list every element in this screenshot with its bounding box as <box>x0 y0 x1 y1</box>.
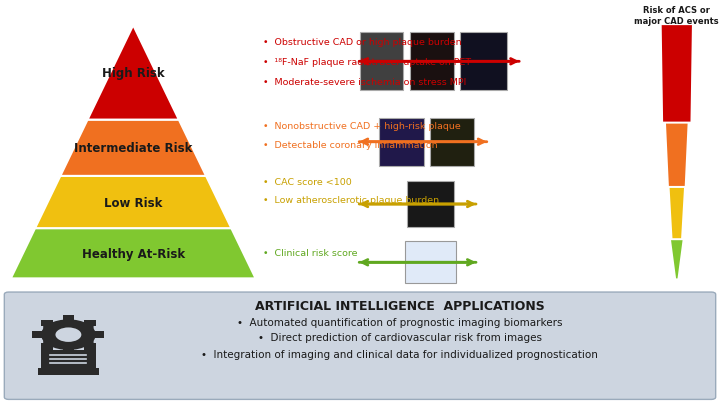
Text: •  ¹⁸F-NaF plaque radiotracer uptake on PET: • ¹⁸F-NaF plaque radiotracer uptake on P… <box>263 58 471 67</box>
Text: Intermediate Risk: Intermediate Risk <box>74 142 192 155</box>
FancyBboxPatch shape <box>405 241 456 284</box>
FancyBboxPatch shape <box>41 344 53 350</box>
FancyBboxPatch shape <box>379 118 424 166</box>
Polygon shape <box>662 26 692 122</box>
FancyBboxPatch shape <box>84 344 96 350</box>
FancyBboxPatch shape <box>32 332 44 338</box>
Text: •  Detectable coronary inflammation: • Detectable coronary inflammation <box>263 141 438 150</box>
Text: •  Automated quantification of prognostic imaging biomarkers: • Automated quantification of prognostic… <box>237 318 562 327</box>
FancyBboxPatch shape <box>461 33 508 91</box>
FancyBboxPatch shape <box>38 368 99 375</box>
FancyBboxPatch shape <box>430 118 474 166</box>
Text: •  Low atherosclerotic plaque burden: • Low atherosclerotic plaque burden <box>263 196 439 205</box>
Text: Healthy At-Risk: Healthy At-Risk <box>81 247 185 260</box>
Circle shape <box>55 328 81 342</box>
Text: ARTIFICIAL INTELLIGENCE  APPLICATIONS: ARTIFICIAL INTELLIGENCE APPLICATIONS <box>255 300 544 312</box>
Text: •  Integration of imaging and clinical data for individualized prognostication: • Integration of imaging and clinical da… <box>201 350 598 359</box>
FancyBboxPatch shape <box>410 33 454 91</box>
Polygon shape <box>671 241 683 279</box>
Text: •  Direct prediction of cardiovascular risk from images: • Direct prediction of cardiovascular ri… <box>258 333 541 342</box>
FancyBboxPatch shape <box>93 332 104 338</box>
Polygon shape <box>60 120 206 176</box>
FancyBboxPatch shape <box>43 323 94 346</box>
Text: •  CAC score <100: • CAC score <100 <box>263 178 351 187</box>
FancyBboxPatch shape <box>4 292 716 399</box>
Polygon shape <box>11 229 256 279</box>
FancyBboxPatch shape <box>63 348 74 355</box>
Polygon shape <box>35 176 231 229</box>
FancyBboxPatch shape <box>63 315 74 321</box>
Text: •  Nonobstructive CAD + high-risk plaque: • Nonobstructive CAD + high-risk plaque <box>263 122 461 131</box>
Polygon shape <box>88 26 179 120</box>
Polygon shape <box>666 124 688 186</box>
Text: High Risk: High Risk <box>102 67 164 80</box>
Text: Low Risk: Low Risk <box>104 196 163 209</box>
FancyBboxPatch shape <box>360 33 403 91</box>
Text: •  Moderate-severe ischemia on stress MPI: • Moderate-severe ischemia on stress MPI <box>263 78 466 87</box>
FancyBboxPatch shape <box>408 181 454 228</box>
FancyBboxPatch shape <box>41 320 53 326</box>
FancyBboxPatch shape <box>84 320 96 326</box>
Text: •  Clinical risk score: • Clinical risk score <box>263 248 357 257</box>
Circle shape <box>41 320 96 350</box>
Text: •  Obstructive CAD or high plaque burden: • Obstructive CAD or high plaque burden <box>263 38 462 47</box>
Polygon shape <box>670 188 684 239</box>
FancyBboxPatch shape <box>41 350 96 369</box>
Text: Risk of ACS or
major CAD events: Risk of ACS or major CAD events <box>634 6 719 26</box>
